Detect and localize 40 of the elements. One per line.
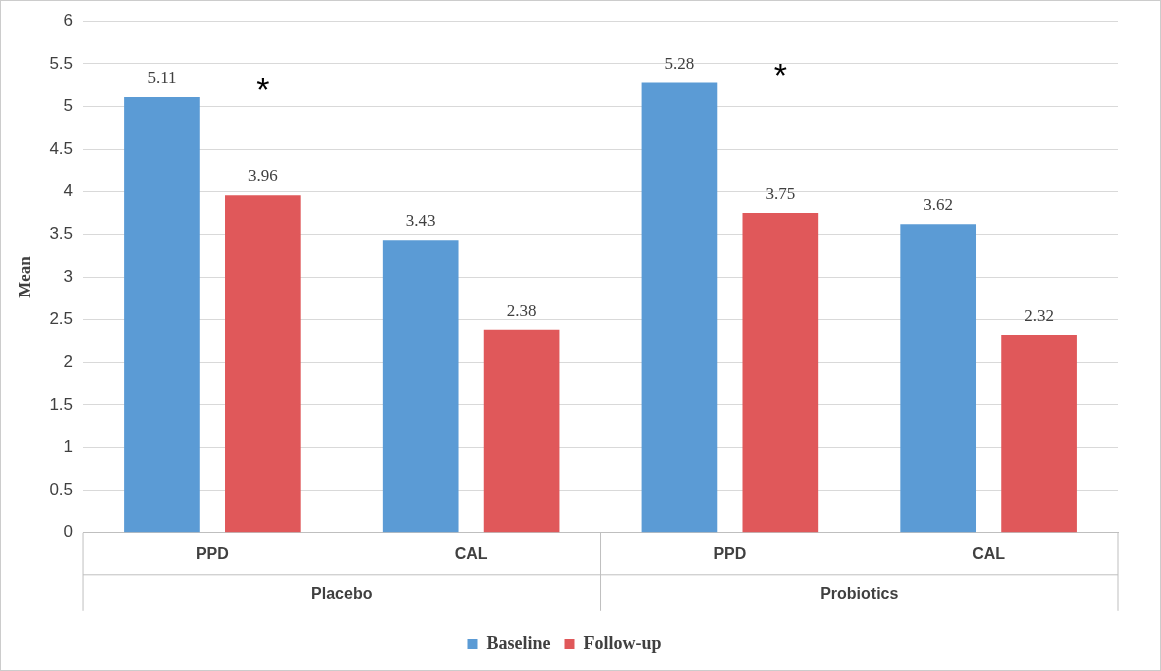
data-label: 3.75	[765, 184, 796, 204]
y-tick-label: 1	[63, 437, 74, 457]
y-axis-title: Mean	[14, 255, 34, 298]
data-label: 3.62	[923, 195, 954, 215]
y-tick-label: 0.5	[49, 479, 74, 499]
bar	[742, 213, 819, 533]
bar	[1001, 334, 1077, 533]
data-label: 5.11	[147, 68, 177, 88]
bar	[483, 329, 560, 533]
y-tick-label: 1.5	[49, 394, 74, 414]
x-tick-label: CAL	[972, 544, 1006, 562]
data-label: 2.38	[506, 300, 537, 320]
bar	[382, 240, 459, 533]
y-tick-label: 2.5	[49, 309, 74, 329]
data-label: 5.28	[664, 53, 695, 73]
y-tick-label: 2	[63, 351, 74, 371]
y-tick-label: 5	[63, 96, 74, 116]
x-tick-label: PPD	[713, 544, 747, 562]
y-tick-label: 6	[63, 10, 74, 30]
text: Probiotics	[820, 585, 899, 603]
annotation: *	[773, 55, 787, 94]
y-tick-label: 4.5	[49, 138, 74, 158]
x-tick-label: CAL	[454, 544, 488, 562]
legend-label: Baseline	[486, 632, 551, 653]
y-tick-label: 3.5	[49, 224, 74, 244]
text: Placebo	[311, 585, 373, 603]
bar	[225, 195, 301, 533]
data-label: 3.43	[405, 211, 436, 231]
data-label: 3.96	[247, 166, 278, 186]
bar	[900, 224, 977, 533]
y-tick-label: 4	[63, 181, 74, 201]
data-label: 2.32	[1024, 305, 1054, 325]
y-tick-label: 0	[63, 522, 74, 542]
y-tick-label: 5.5	[49, 53, 74, 73]
annotation: *	[256, 70, 270, 109]
bar	[641, 82, 718, 533]
x-tick-label: PPD	[195, 544, 229, 562]
bar	[124, 97, 200, 533]
y-tick-label: 3	[63, 266, 74, 286]
legend-label: Follow-up	[583, 632, 662, 653]
